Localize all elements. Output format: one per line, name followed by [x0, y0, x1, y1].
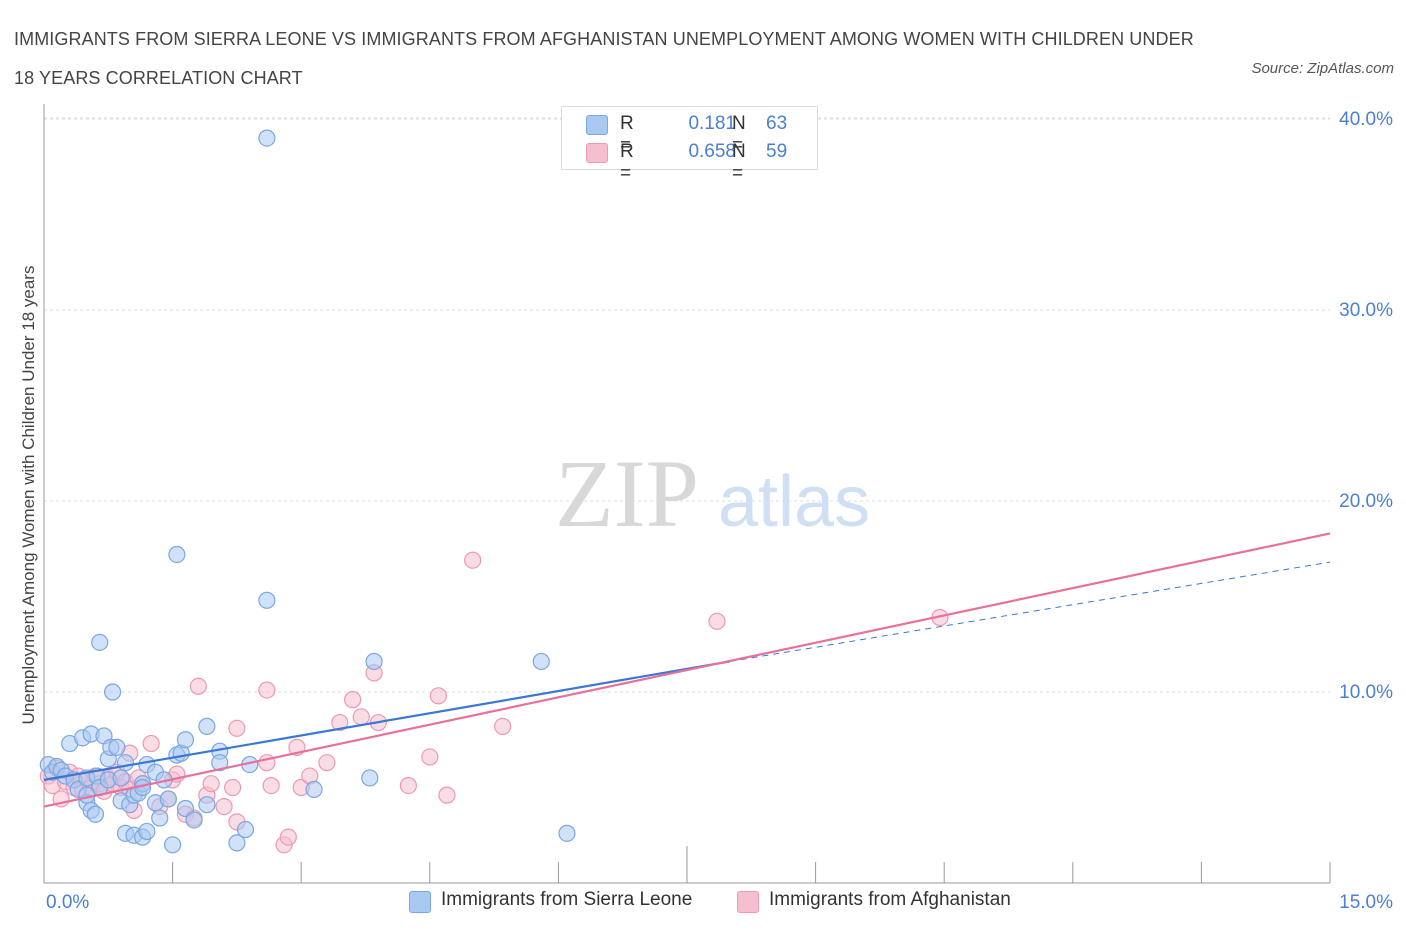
sierra-leone-point [168, 545, 186, 564]
sierra-leone-point [116, 754, 135, 772]
sierra-leone-point [365, 652, 383, 671]
legend-swatch-pink [586, 143, 608, 163]
afghanistan-point [189, 677, 207, 695]
bottom-legend-swatch-blue [409, 891, 431, 913]
sierra-leone-point [185, 811, 203, 829]
afghanistan-point [421, 748, 439, 766]
bottom-legend-label: Immigrants from Sierra Leone [441, 889, 693, 910]
sierra-leone-point [176, 799, 195, 818]
sierra-leone-point [103, 683, 122, 701]
sierra-leone-point [558, 824, 576, 842]
legend-n-value: 59 [766, 141, 788, 162]
afghanistan-point [429, 687, 447, 705]
correlation-legend: R = 0.181 N = 63 R = 0.658 N = 59 [561, 106, 818, 184]
afghanistan-point [464, 551, 482, 569]
legend-n-value: 63 [766, 113, 788, 134]
afghanistan-trendline [43, 532, 1331, 808]
sierra-leone-point [86, 805, 105, 823]
legend-r-value: 0.658 [688, 141, 736, 162]
bottom-legend-swatch-pink [737, 891, 759, 913]
sierra-leone-point [258, 129, 276, 147]
sierra-leone-point [91, 633, 109, 651]
legend-n-label: N = [732, 141, 746, 184]
sierra-leone-point [532, 652, 550, 671]
sierra-leone-trendline [43, 660, 731, 781]
afghanistan-point [258, 681, 276, 699]
sierra-leone-trendline-extension [729, 561, 1331, 662]
sierra-leone-point [159, 790, 177, 808]
sierra-leone-point [198, 796, 216, 814]
sierra-leone-point [198, 717, 216, 735]
afghanistan-point [224, 778, 242, 797]
sierra-leone-point [176, 731, 195, 749]
afghanistan-point [142, 734, 160, 753]
sierra-leone-point [108, 738, 126, 756]
sierra-leone-point [305, 780, 323, 799]
sierra-leone-point [211, 754, 229, 772]
sierra-leone-point [164, 836, 182, 854]
sierra-leone-point [138, 822, 156, 841]
sierra-leone-point [236, 820, 255, 839]
legend-swatch-blue [586, 115, 608, 135]
afghanistan-point [494, 717, 512, 735]
y-tick-label: 20.0% [1339, 491, 1393, 512]
sierra-leone-points [39, 129, 576, 854]
sierra-leone-point [361, 769, 379, 787]
watermark-atlas: atlas [718, 462, 870, 542]
gridlines [44, 117, 1330, 693]
afghanistan-point [279, 828, 297, 846]
tick-labels: 10.0% 20.0% 30.0% 40.0% 0.0% 15.0% [46, 109, 1393, 913]
afghanistan-point [228, 719, 246, 737]
y-tick-label: 30.0% [1339, 300, 1393, 321]
trendlines [43, 532, 1331, 808]
afghanistan-point [318, 754, 336, 772]
legend-r-value: 0.181 [688, 113, 736, 134]
afghanistan-point [215, 797, 233, 816]
afghanistan-point [438, 786, 456, 804]
legend-r-label: R = [620, 113, 634, 156]
legend-n-label: N = [732, 113, 746, 156]
x-tick-label: 0.0% [46, 892, 89, 913]
source-label: Source: ZipAtlas.com [1251, 60, 1394, 77]
y-tick-label: 40.0% [1339, 109, 1393, 130]
sierra-leone-point [112, 769, 130, 787]
watermark: ZIP atlas [555, 440, 870, 547]
afghanistan-point [344, 691, 362, 709]
afghanistan-point [708, 612, 726, 630]
bottom-legend-label: Immigrants from Afghanistan [769, 889, 1011, 910]
watermark-zip: ZIP [555, 440, 699, 547]
sierra-leone-point [78, 786, 96, 804]
afghanistan-point [399, 776, 417, 795]
legend-r-label: R = [620, 141, 634, 184]
afghanistan-point [202, 775, 220, 793]
x-tick-label: 15.0% [1339, 892, 1393, 913]
sierra-leone-point [228, 834, 246, 852]
afghanistan-point [331, 713, 349, 732]
axes [43, 104, 1331, 884]
y-axis-label: Unemployment Among Women with Children U… [19, 266, 38, 725]
y-tick-label: 10.0% [1339, 682, 1393, 703]
afghanistan-point [352, 708, 370, 726]
sierra-leone-point [258, 591, 276, 609]
sierra-leone-point [151, 809, 169, 827]
afghanistan-point [262, 776, 280, 795]
chart-title: IMMIGRANTS FROM SIERRA LEONE VS IMMIGRAN… [14, 29, 1194, 88]
